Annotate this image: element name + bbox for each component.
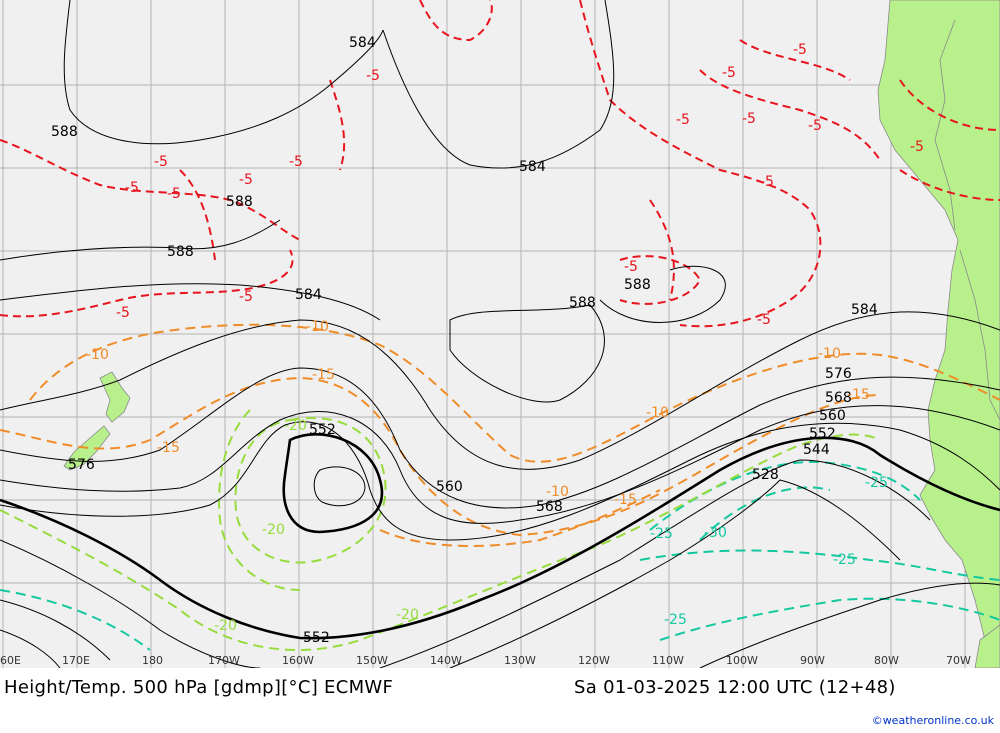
lon-label: 70W [946,654,971,667]
lon-label: 140W [430,654,462,667]
lon-label: 120W [578,654,610,667]
temp-label: -5 [167,186,181,202]
height-label: 560 [819,408,846,424]
temp-label: -5 [757,312,771,328]
height-label: 584 [851,302,878,318]
temp-label: -15 [312,367,335,383]
lon-label: 60E [0,654,21,667]
height-label: 552 [809,426,836,442]
temp-label: -5 [116,305,130,321]
height-label: 588 [167,244,194,260]
height-label: 552 [309,422,336,438]
temp-label: -25 [833,552,856,568]
temp-contours-minus20 [0,409,881,651]
temp-label: -15 [847,387,870,403]
temp-contours-minus10-15 [0,323,1000,547]
map-title: Height/Temp. 500 hPa [gdmp][°C] ECMWF [4,677,394,698]
credit-link[interactable]: ©weatheronline.co.uk [871,714,994,727]
height-label: 552 [303,630,330,646]
weather-map: 584 588 588 588 584 588 588 584 584 576 … [0,0,1000,668]
temperature-contour-labels: -5 -5 -5 -5 -5 -5 -5 -5 -5 -5 -5 -5 -5 -… [86,42,924,634]
height-label: 560 [436,479,463,495]
lon-label: 130W [504,654,536,667]
temp-label: -5 [910,139,924,155]
temp-label: -5 [742,111,756,127]
temp-label: -5 [808,118,822,134]
temp-label: -5 [239,172,253,188]
bottom-info-bar: Height/Temp. 500 hPa [gdmp][°C] ECMWF Sa… [0,668,1000,733]
temp-label: -5 [676,112,690,128]
height-label: 588 [226,194,253,210]
lon-label: 170W [208,654,240,667]
height-label: 576 [825,366,852,382]
height-label: 588 [624,277,651,293]
temp-label: -5 [239,289,253,305]
temp-label: -10 [818,346,841,362]
valid-time: Sa 01-03-2025 12:00 UTC (12+48) [574,677,896,698]
temp-label: -20 [396,607,419,623]
lon-label: 100W [726,654,758,667]
temp-label: -20 [262,522,285,538]
height-label: 576 [68,457,95,473]
temp-label: -5 [154,154,168,170]
temp-contours-minus5 [0,0,1000,328]
temp-label: -20 [214,618,237,634]
temp-label: -15 [614,492,637,508]
lon-label: 90W [800,654,825,667]
height-contour-labels: 584 588 588 588 584 588 588 584 584 576 … [51,35,878,646]
temp-label: -25 [664,612,687,628]
height-label: 588 [51,124,78,140]
height-label: 528 [752,467,779,483]
lon-label: 160W [282,654,314,667]
temp-label: -10 [646,405,669,421]
height-label: 584 [349,35,376,51]
height-label: 584 [519,159,546,175]
lon-label: 80W [874,654,899,667]
temp-label: -5 [289,154,303,170]
lat-lon-grid [0,0,1000,668]
height-label: 568 [536,499,563,515]
height-label: 584 [295,287,322,303]
temp-label: -5 [760,174,774,190]
antarctic-peninsula-tip [974,624,1000,668]
height-label: 568 [825,390,852,406]
temp-label: -5 [624,259,638,275]
map-canvas: 584 588 588 588 584 588 588 584 584 576 … [0,0,1000,668]
temp-label: -10 [306,319,329,335]
temp-label: -15 [157,440,180,456]
temp-label: -25 [865,475,888,491]
land-borders [934,19,1000,421]
temp-label: -20 [284,418,307,434]
lon-label: 110W [652,654,684,667]
lon-label: 180 [142,654,163,667]
temp-label: -10 [546,484,569,500]
temp-label: -5 [793,42,807,58]
height-label: 588 [569,295,596,311]
longitude-labels: 60E 170E 180 170W 160W 150W 140W 130W 12… [0,654,971,667]
temp-label: -5 [125,180,139,196]
temp-contours-minus25-30 [0,460,1000,651]
temp-label: -5 [366,68,380,84]
temp-label: -5 [722,65,736,81]
lon-label: 150W [356,654,388,667]
height-contours [0,0,1000,668]
temp-label: -25 [650,526,673,542]
lon-label: 170E [62,654,90,667]
temp-label: -10 [86,347,109,363]
temp-label: -30 [704,525,727,541]
height-label: 544 [803,442,830,458]
